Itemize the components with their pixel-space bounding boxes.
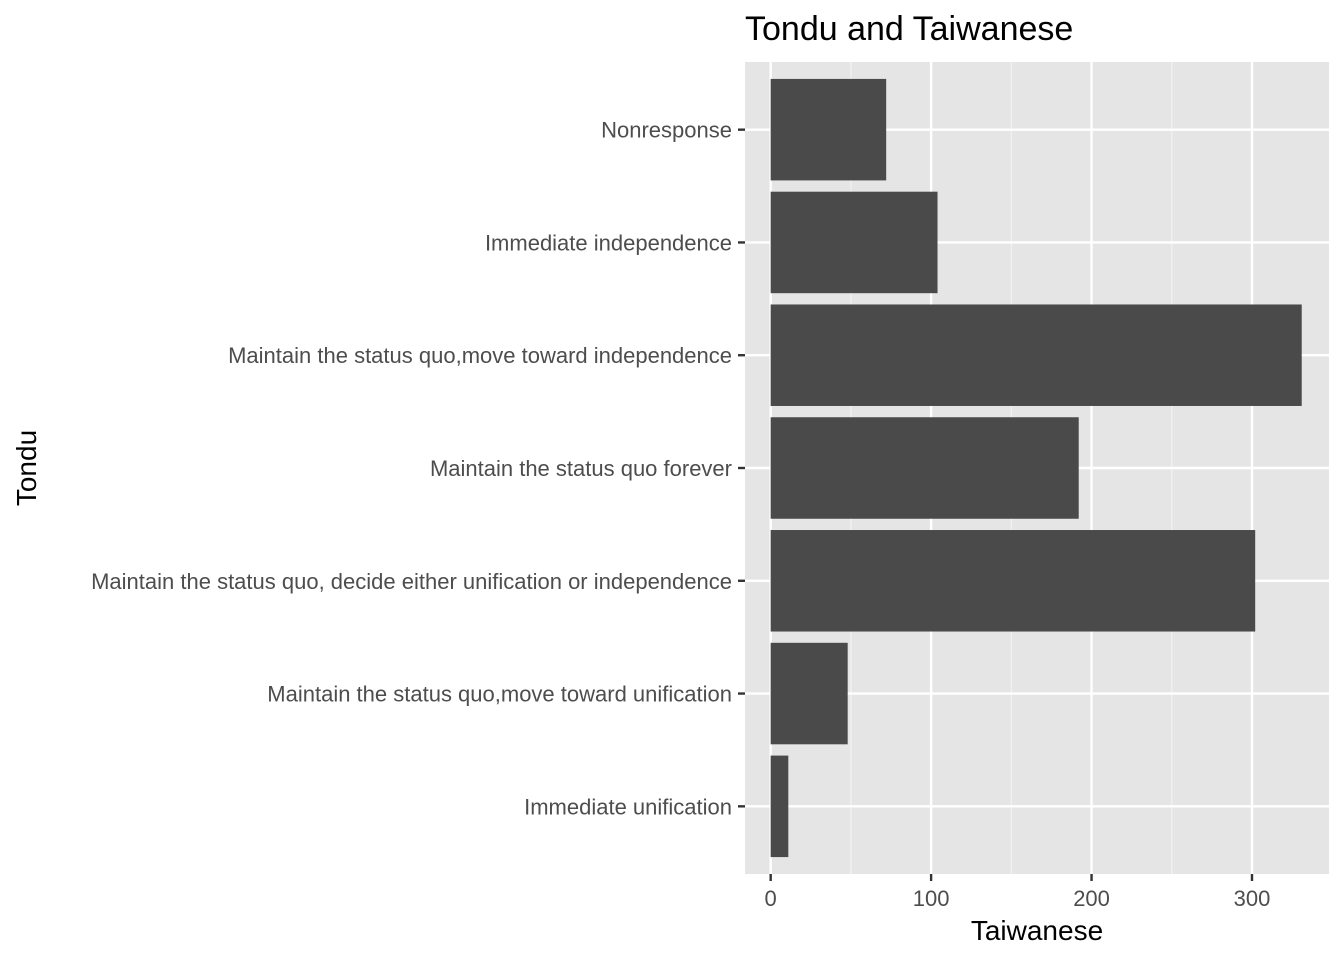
x-tick-label: 300 bbox=[1234, 886, 1271, 911]
y-axis-title: Tondu bbox=[11, 430, 42, 506]
bar bbox=[770, 304, 1302, 406]
y-tick-label: Maintain the status quo,move toward unif… bbox=[267, 682, 732, 707]
bars bbox=[770, 78, 1302, 858]
x-tick-label: 0 bbox=[765, 886, 777, 911]
bar bbox=[770, 530, 1256, 632]
y-axis: Immediate unification Maintain the status… bbox=[91, 118, 745, 819]
chart-title: Tondu and Taiwanese bbox=[745, 10, 1073, 48]
bar bbox=[770, 191, 938, 294]
bar bbox=[770, 642, 848, 745]
y-tick-label: Nonresponse bbox=[601, 118, 732, 143]
x-tick-label: 100 bbox=[913, 886, 950, 911]
y-tick-label: Immediate independence bbox=[485, 230, 732, 255]
bar bbox=[770, 755, 789, 858]
x-tick-label: 200 bbox=[1073, 886, 1110, 911]
y-tick-label: Maintain the status quo, decide either u… bbox=[91, 569, 732, 594]
bar bbox=[770, 78, 887, 181]
y-tick-label: Immediate unification bbox=[524, 794, 732, 819]
x-axis: 0 100 200 300 bbox=[765, 874, 1271, 911]
y-tick-label: Maintain the status quo,move toward inde… bbox=[228, 343, 732, 368]
bar bbox=[770, 417, 1079, 519]
y-tick-label: Maintain the status quo forever bbox=[430, 456, 732, 481]
x-axis-title: Taiwanese bbox=[971, 915, 1103, 946]
